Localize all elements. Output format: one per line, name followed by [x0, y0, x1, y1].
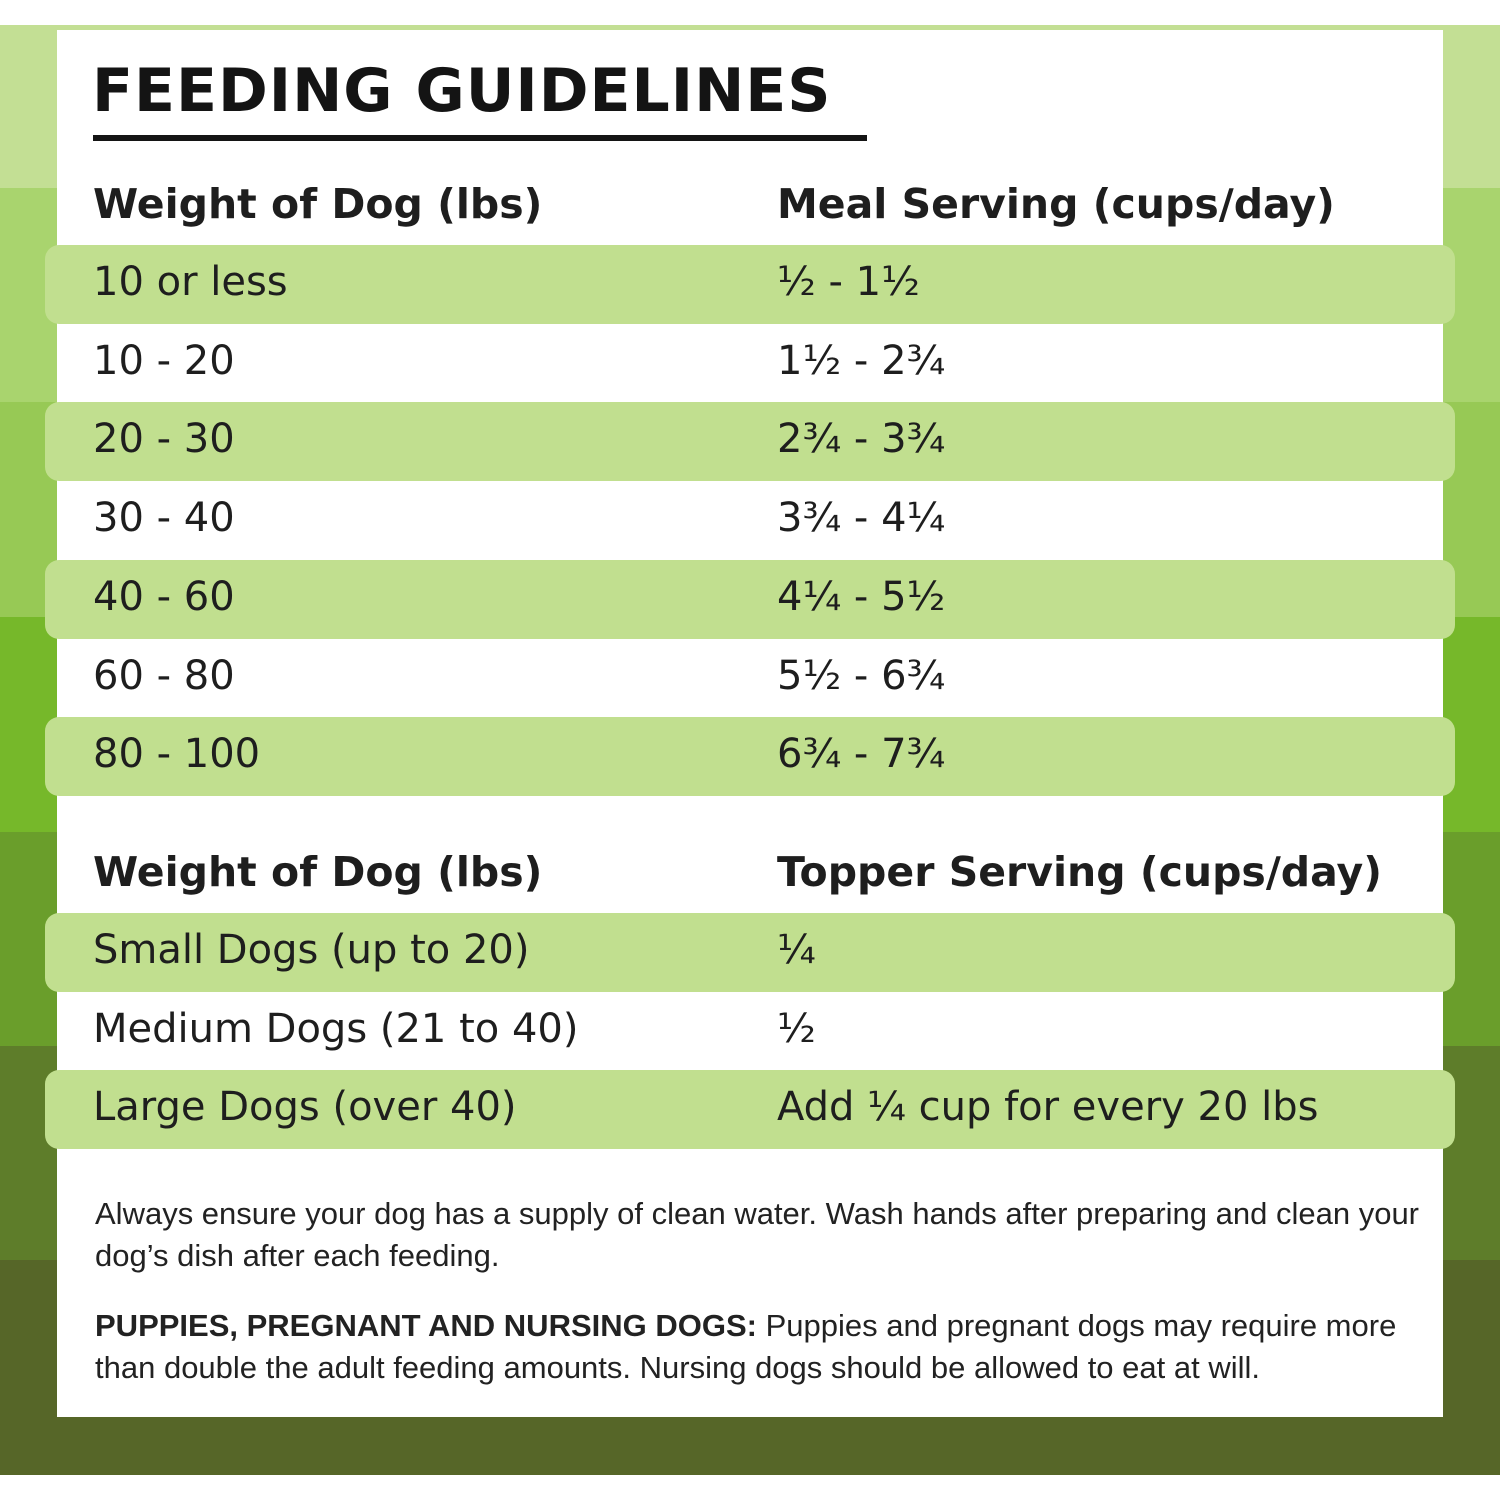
meal-header-serving: Meal Serving (cups/day): [777, 180, 1335, 228]
page-title: FEEDING GUIDELINES: [92, 56, 832, 126]
table-row: 10 or less ½ - 1½: [45, 245, 1455, 324]
weight-cell: 60 - 80: [93, 652, 235, 699]
table-row: 30 - 40 3¾ - 4¼: [45, 481, 1455, 560]
table-row: Medium Dogs (21 to 40) ½: [45, 992, 1455, 1071]
weight-cell: Small Dogs (up to 20): [93, 927, 530, 973]
table-row: 40 - 60 4¼ - 5½: [45, 559, 1455, 639]
serving-cell: 5½ - 6¾: [777, 652, 946, 699]
weight-cell: 80 - 100: [93, 731, 261, 778]
topper-header-serving: Topper Serving (cups/day): [777, 848, 1383, 896]
puppies-note: PUPPIES, PREGNANT AND NURSING DOGS: Pupp…: [95, 1305, 1425, 1389]
serving-cell: 6¾ - 7¾: [777, 731, 946, 778]
weight-cell: 20 - 30: [93, 416, 235, 463]
serving-cell: ½ - 1½: [777, 259, 920, 305]
serving-cell: 1½ - 2¾: [777, 337, 946, 384]
serving-cell: 4¼ - 5½: [777, 573, 946, 620]
topper-header-weight: Weight of Dog (lbs): [93, 848, 543, 896]
serving-cell: 2¾ - 3¾: [777, 416, 946, 463]
weight-cell: 30 - 40: [93, 495, 235, 542]
weight-cell: 40 - 60: [93, 573, 235, 620]
puppies-text: Puppies and pregnant dogs may require mo…: [95, 1308, 1397, 1385]
meal-header-weight: Weight of Dog (lbs): [93, 180, 543, 228]
water-note: Always ensure your dog has a supply of c…: [95, 1196, 1420, 1273]
serving-cell: ½: [777, 1005, 816, 1052]
weight-cell: Large Dogs (over 40): [93, 1084, 517, 1131]
table-row: 10 - 20 1½ - 2¾: [45, 324, 1455, 403]
title-underline: [93, 135, 867, 141]
table-row: Small Dogs (up to 20) ¼: [45, 913, 1455, 992]
table-row: 20 - 30 2¾ - 3¾: [45, 402, 1455, 482]
weight-cell: Medium Dogs (21 to 40): [93, 1005, 579, 1052]
serving-cell: 3¾ - 4¼: [777, 495, 946, 542]
serving-cell: ¼: [777, 927, 816, 973]
weight-cell: 10 - 20: [93, 337, 235, 384]
table-row: Large Dogs (over 40) Add ¼ cup for every …: [45, 1070, 1455, 1150]
table-row: 80 - 100 6¾ - 7¾: [45, 717, 1455, 797]
table-row: 60 - 80 5½ - 6¾: [45, 639, 1455, 718]
weight-cell: 10 or less: [93, 259, 288, 305]
serving-cell: Add ¼ cup for every 20 lbs: [777, 1084, 1319, 1131]
puppies-label: PUPPIES, PREGNANT AND NURSING DOGS:: [95, 1308, 757, 1343]
